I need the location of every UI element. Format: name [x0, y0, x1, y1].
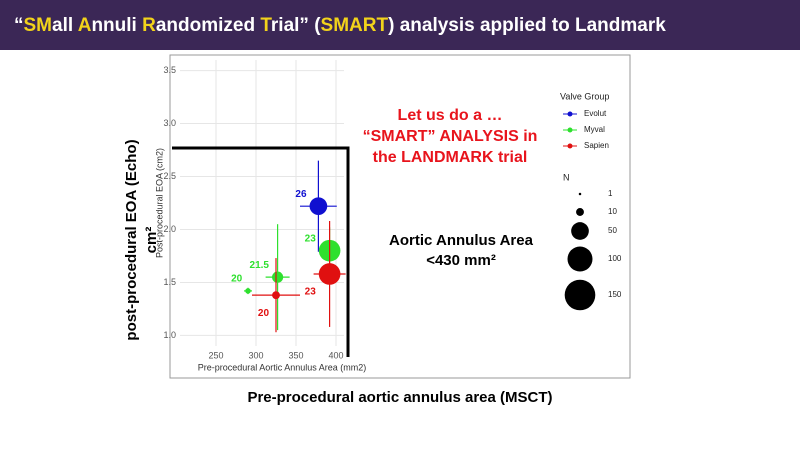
- size-legend-mark: [564, 279, 596, 311]
- point-label: 26: [295, 189, 307, 200]
- title-part: A: [78, 15, 92, 36]
- x-tick-label: 250: [208, 350, 223, 360]
- y-tick-label: 3.0: [163, 118, 176, 128]
- y-tick-label: 1.5: [163, 277, 176, 287]
- y-axis-label: Post-procedural EOA (cm2): [154, 148, 164, 258]
- point-label: 20: [258, 308, 270, 319]
- title-part: nnuli: [91, 15, 142, 36]
- y-tick-label: 2.5: [163, 171, 176, 181]
- y-tick-label: 3.5: [163, 65, 176, 75]
- x-axis-label: Pre-procedural Aortic Annulus Area (mm2): [198, 362, 367, 372]
- legend-swatch: [567, 127, 573, 133]
- threshold-note: <430 mm²: [426, 252, 496, 269]
- outer-x-label: Pre-procedural aortic annulus area (MSCT…: [247, 389, 552, 406]
- point: [245, 288, 251, 294]
- size-legend-label: 10: [608, 207, 617, 216]
- threshold-note: Aortic Annulus Area: [389, 232, 534, 249]
- point-label: 21.5: [250, 260, 270, 271]
- callout-line: “SMART” ANALYSIS in: [363, 128, 538, 145]
- point: [318, 263, 341, 285]
- title-part: SMART: [321, 15, 389, 36]
- callout-line: Let us do a …: [398, 107, 503, 124]
- point-label: 23: [305, 233, 317, 244]
- size-legend-mark: [567, 246, 593, 272]
- title-part: andomized: [156, 15, 261, 36]
- title-bar: [0, 0, 800, 50]
- size-legend-label: 100: [608, 254, 622, 263]
- point-label: 23: [305, 287, 317, 298]
- size-legend-label: 150: [608, 290, 622, 299]
- outer-y-label: post-procedural EOA (Echo) cm²: [123, 139, 160, 340]
- legend-label: Myval: [584, 125, 605, 134]
- outer-y-label-line: cm²: [143, 227, 160, 254]
- title-part: R: [142, 15, 156, 36]
- legend-swatch: [567, 143, 573, 149]
- threshold-line: [172, 146, 350, 357]
- size-legend-title: N: [563, 172, 570, 182]
- size-legend-mark: [576, 208, 584, 216]
- x-tick-label: 300: [248, 350, 263, 360]
- chart-panel: [169, 54, 631, 379]
- point: [272, 271, 284, 283]
- title-part: “: [14, 15, 24, 36]
- outer-y-label-line: post-procedural EOA (Echo): [123, 139, 140, 340]
- point: [272, 291, 280, 300]
- size-legend-label: 1: [608, 189, 613, 198]
- y-tick-label: 2.0: [163, 224, 176, 234]
- title-part: ) analysis applied to Landmark: [388, 15, 666, 36]
- legend-title: Valve Group: [560, 91, 609, 101]
- title-part: T: [260, 15, 272, 36]
- legend-label: Sapien: [584, 141, 609, 150]
- size-legend-label: 50: [608, 226, 617, 235]
- slide-title: “SMall Annuli Randomized Trial” (SMART) …: [14, 15, 666, 36]
- size-legend-mark: [571, 222, 589, 240]
- point: [309, 197, 328, 216]
- title-part: all: [52, 15, 78, 36]
- legend-swatch: [567, 111, 573, 117]
- title-part: SM: [24, 15, 53, 36]
- legend-label: Evolut: [584, 109, 607, 118]
- point-label: 20: [231, 274, 243, 285]
- callout-line: the LANDMARK trial: [373, 149, 528, 166]
- x-tick-label: 400: [328, 350, 343, 360]
- size-legend-mark: [578, 192, 582, 196]
- title-part: rial” (: [271, 15, 321, 36]
- y-tick-label: 1.0: [163, 330, 176, 340]
- x-tick-label: 350: [288, 350, 303, 360]
